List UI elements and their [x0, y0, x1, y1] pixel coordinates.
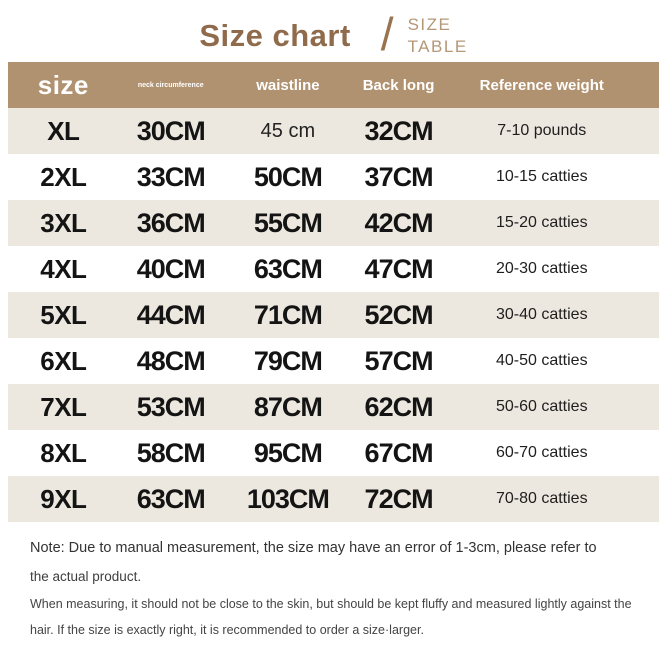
weight-cell: 30-40 catties: [495, 306, 588, 323]
notes-section: Note: Due to manual measurement, the siz…: [0, 522, 667, 637]
waist-cell: 55CM: [253, 207, 323, 238]
note-line-4: hair. If the size is exactly right, it i…: [30, 623, 424, 637]
header-neck-circumference: neck circumference: [137, 81, 204, 89]
neck-cell: 33CM: [136, 161, 206, 192]
table-row-8xl: 8XL 58CM 95CM 67CM 60-70 catties: [8, 430, 659, 476]
page-subtitle: SIZE TABLE: [408, 14, 468, 57]
size-cell: 6XL: [40, 345, 87, 376]
back-cell: 52CM: [364, 299, 434, 330]
size-cell: 9XL: [40, 483, 87, 514]
weight-cell: 70-80 catties: [495, 490, 588, 507]
size-cell: 7XL: [40, 391, 87, 422]
slash-divider-icon: /: [380, 7, 394, 60]
size-cell: 4XL: [40, 253, 87, 284]
waist-cell: 71CM: [253, 299, 323, 330]
title-subtitle-group: / SIZE TABLE: [380, 7, 468, 60]
size-cell: 2XL: [40, 161, 87, 192]
note-line-1: Note: Due to manual measurement, the siz…: [30, 540, 597, 556]
weight-cell: 40-50 catties: [495, 352, 588, 369]
table-row-4xl: 4XL 40CM 63CM 47CM 20-30 catties: [8, 246, 659, 292]
weight-cell: 20-30 catties: [495, 260, 588, 277]
back-cell: 32CM: [364, 115, 434, 146]
neck-cell: 30CM: [136, 115, 206, 146]
back-cell: 47CM: [364, 253, 434, 284]
subtitle-line-2: TABLE: [407, 36, 468, 56]
note-line-3: When measuring, it should not be close t…: [30, 597, 632, 611]
neck-cell: 58CM: [136, 437, 206, 468]
size-cell: 5XL: [40, 299, 87, 330]
neck-cell: 53CM: [136, 391, 206, 422]
waist-cell: 103CM: [246, 483, 330, 514]
header-waistline: waistline: [256, 76, 320, 94]
note-line-2: the actual product.: [30, 569, 142, 584]
waist-cell: 45 cm: [260, 119, 316, 142]
table-row-3xl: 3XL 36CM 55CM 42CM 15-20 catties: [8, 200, 659, 246]
neck-cell: 36CM: [136, 207, 206, 238]
weight-cell: 50-60 catties: [495, 398, 588, 415]
size-table: size neck circumference waistline Back l…: [8, 62, 659, 522]
subtitle-line-1: SIZE: [407, 15, 452, 35]
table-row-xl: XL 30CM 45 cm 32CM 7-10 pounds: [8, 108, 659, 154]
title-bar: Size chart / SIZE TABLE: [0, 0, 667, 62]
neck-cell: 63CM: [136, 483, 206, 514]
size-cell: 3XL: [40, 207, 87, 238]
header-size: size: [37, 69, 89, 100]
weight-cell: 60-70 catties: [495, 444, 588, 461]
back-cell: 42CM: [364, 207, 434, 238]
back-cell: 57CM: [364, 345, 434, 376]
neck-cell: 44CM: [136, 299, 206, 330]
header-reference-weight: Reference weight: [479, 76, 604, 94]
waist-cell: 95CM: [253, 437, 323, 468]
waist-cell: 87CM: [253, 391, 323, 422]
table-row-5xl: 5XL 44CM 71CM 52CM 30-40 catties: [8, 292, 659, 338]
table-row-9xl: 9XL 63CM 103CM 72CM 70-80 catties: [8, 476, 659, 522]
back-cell: 62CM: [364, 391, 434, 422]
waist-cell: 50CM: [253, 161, 323, 192]
table-header: size neck circumference waistline Back l…: [8, 62, 659, 108]
weight-cell: 15-20 catties: [495, 214, 588, 231]
back-cell: 72CM: [364, 483, 434, 514]
size-cell: XL: [47, 115, 80, 146]
header-back-long: Back long: [362, 76, 435, 94]
back-cell: 37CM: [364, 161, 434, 192]
neck-cell: 40CM: [136, 253, 206, 284]
page-title: Size chart: [199, 17, 351, 53]
weight-cell: 10-15 catties: [495, 168, 588, 185]
table-row-2xl: 2XL 33CM 50CM 37CM 10-15 catties: [8, 154, 659, 200]
weight-cell: 7-10 pounds: [497, 122, 587, 139]
waist-cell: 63CM: [253, 253, 323, 284]
size-cell: 8XL: [40, 437, 87, 468]
table-row-7xl: 7XL 53CM 87CM 62CM 50-60 catties: [8, 384, 659, 430]
back-cell: 67CM: [364, 437, 434, 468]
waist-cell: 79CM: [253, 345, 323, 376]
table-row-6xl: 6XL 48CM 79CM 57CM 40-50 catties: [8, 338, 659, 384]
neck-cell: 48CM: [136, 345, 206, 376]
